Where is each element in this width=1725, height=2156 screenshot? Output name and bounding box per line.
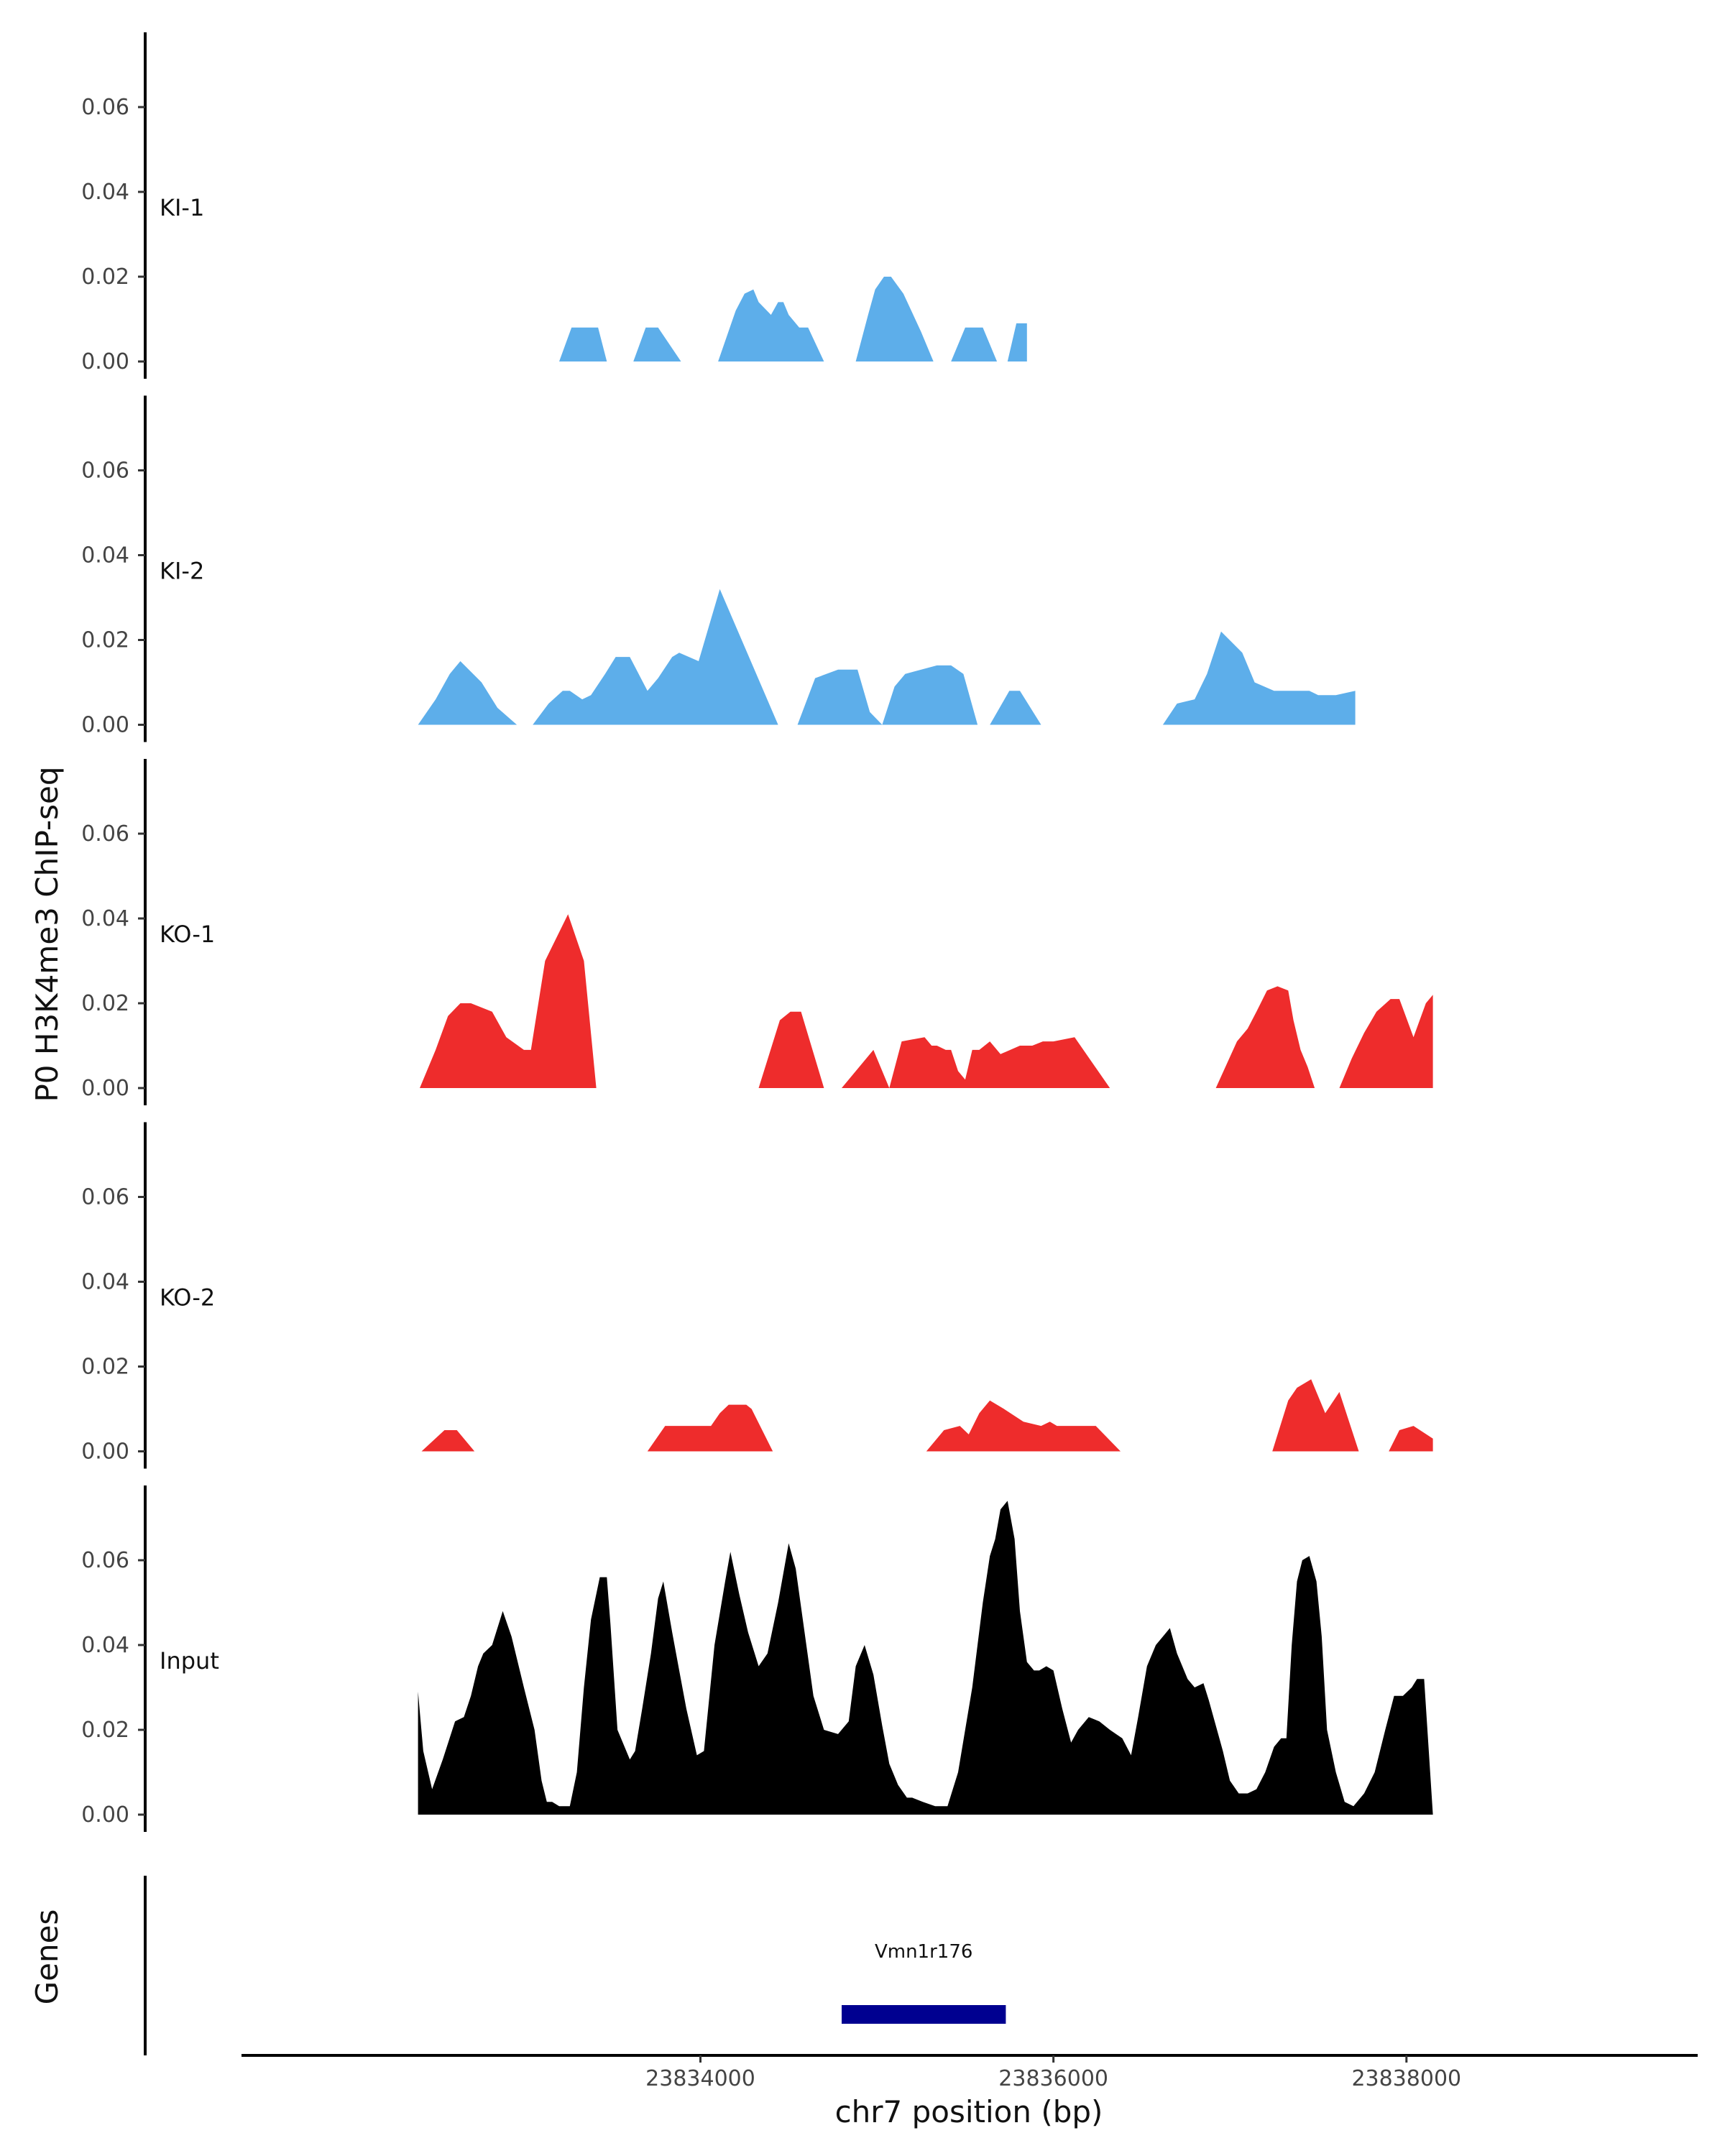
series-area-ki-1: [559, 277, 1027, 361]
gene-label: Vmn1r176: [875, 1941, 972, 1963]
y-tick-label-ki-1: 0.04: [81, 180, 129, 205]
y-tick-label-input: 0.00: [81, 1802, 129, 1828]
x-axis: 23834000 23836000 23838000: [242, 2054, 1698, 2091]
y-tick-label-ko-1: 0.06: [81, 821, 129, 847]
track-label-ki-2: KI-2: [160, 558, 204, 585]
track-ko-2: 0.00 0.02 0.04 0.06 KO-2: [81, 1122, 1433, 1469]
y-tick-label-ki-2: 0.04: [81, 543, 129, 568]
y-tick-label-ko-2: 0.06: [81, 1185, 129, 1210]
series-area-ko-2: [421, 1379, 1433, 1452]
series-area-input: [418, 1501, 1433, 1815]
series-area-ki-2: [418, 589, 1356, 725]
track-input: 0.00 0.02 0.04 0.06 Input: [81, 1485, 1433, 1832]
y-tick-label-ki-2: 0.00: [81, 713, 129, 738]
y-axis-title: P0 H3K4me3 ChIP-seq: [29, 766, 65, 1102]
y-tick-label-ki-1: 0.06: [81, 95, 129, 120]
genes-axis-title: Genes: [29, 1909, 65, 2005]
genes-panel: Vmn1r176: [144, 1876, 1006, 2055]
y-tick-label-ko-1: 0.04: [81, 906, 129, 931]
x-tick-label: 23834000: [645, 2066, 755, 2091]
y-tick-label-ki-2: 0.02: [81, 628, 129, 653]
y-tick-label-input: 0.06: [81, 1548, 129, 1573]
y-tick-label-ko-2: 0.02: [81, 1355, 129, 1380]
track-ki-1: 0.00 0.02 0.04 0.06 KI-1: [81, 32, 1027, 379]
y-tick-label-ki-2: 0.06: [81, 459, 129, 484]
y-tick-label-ki-1: 0.02: [81, 264, 129, 290]
track-label-ko-1: KO-1: [160, 921, 215, 948]
y-tick-label-ko-2: 0.00: [81, 1439, 129, 1465]
x-tick-label: 23838000: [1351, 2066, 1461, 2091]
track-label-input: Input: [160, 1647, 219, 1674]
y-tick-label-ko-1: 0.00: [81, 1076, 129, 1101]
track-label-ko-2: KO-2: [160, 1284, 215, 1312]
tracks: 0.00 0.02 0.04 0.06 KI-1 0.00 0.02 0.04 0.06 KI-2…: [81, 32, 1433, 1832]
track-ki-2: 0.00 0.02 0.04 0.06 KI-2: [81, 395, 1356, 742]
x-axis-title: chr7 position (bp): [835, 2094, 1103, 2129]
track-label-ki-1: KI-1: [160, 194, 204, 221]
y-tick-label-ki-1: 0.00: [81, 349, 129, 374]
y-tick-label-input: 0.04: [81, 1633, 129, 1658]
track-ko-1: 0.00 0.02 0.04 0.06 KO-1: [81, 759, 1433, 1105]
x-tick-label: 23836000: [998, 2066, 1108, 2091]
gene-bar: [842, 2005, 1006, 2024]
y-tick-label-ko-2: 0.04: [81, 1270, 129, 1295]
y-tick-label-input: 0.02: [81, 1718, 129, 1743]
y-tick-label-ko-1: 0.02: [81, 991, 129, 1016]
series-area-ko-1: [420, 914, 1433, 1088]
